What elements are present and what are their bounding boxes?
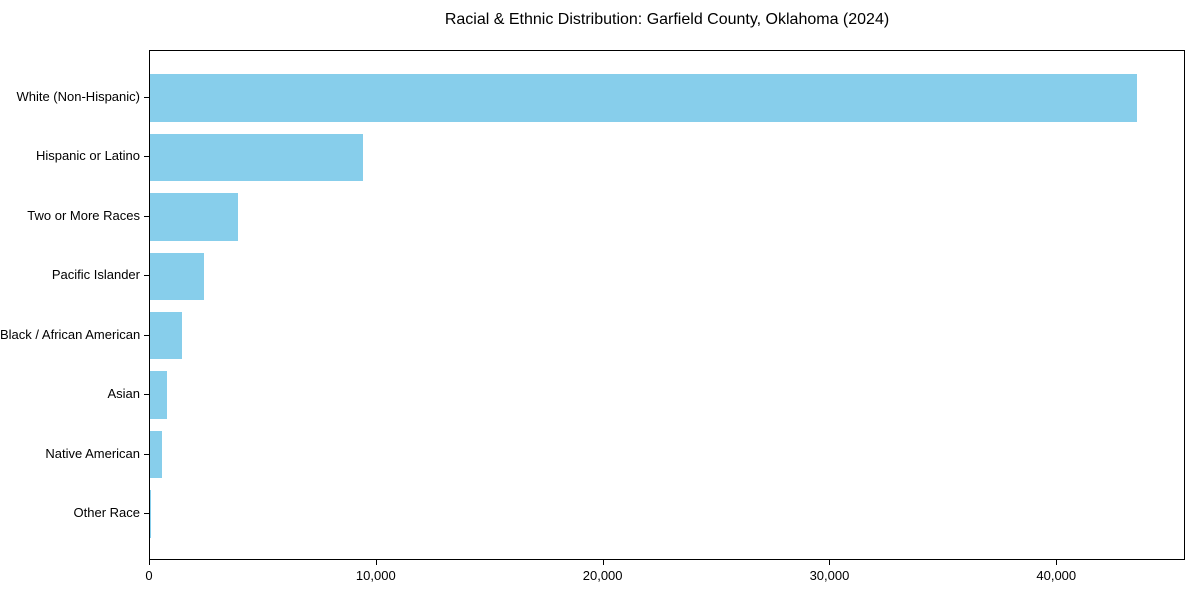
x-tick-label-40-000: 40,000 (1036, 568, 1077, 583)
x-tick-label-10-000: 10,000 (355, 568, 396, 583)
y-tick-mark (144, 215, 149, 217)
bar-pacific-islander (150, 252, 205, 301)
x-tick-mark (829, 560, 831, 565)
y-tick-label-native-american: Native American (45, 445, 140, 461)
y-tick-mark (144, 513, 149, 515)
bar-other-race (150, 490, 151, 538)
x-tick-mark (1056, 560, 1058, 565)
x-tick-label-20-000: 20,000 (582, 568, 623, 583)
bar-native-american (150, 430, 163, 479)
bar-black-african-american (150, 311, 182, 360)
chart-title: Racial & Ethnic Distribution: Garfield C… (444, 11, 890, 28)
y-tick-label-white-non-hispanic: White (Non-Hispanic) (16, 88, 140, 104)
y-tick-mark (144, 96, 149, 98)
y-tick-mark (144, 453, 149, 455)
x-tick-label-30-000: 30,000 (809, 568, 850, 583)
y-tick-mark (144, 156, 149, 158)
y-tick-mark (144, 334, 149, 336)
plot-area (149, 50, 1185, 560)
y-tick-label-pacific-islander: Pacific Islander (51, 267, 140, 283)
x-tick-mark (375, 560, 377, 565)
x-tick-mark (602, 560, 604, 565)
x-tick-mark (149, 560, 150, 565)
y-tick-label-asian: Asian (107, 386, 140, 402)
bar-asian (150, 371, 167, 419)
x-tick-label-0: 0 (145, 568, 153, 583)
y-tick-label-hispanic-or-latino: Hispanic or Latino (35, 148, 140, 164)
bar-two-or-more-races (150, 193, 239, 241)
y-tick-label-two-or-more-races: Two or More Races (27, 207, 140, 223)
y-tick-label-other-race: Other Race (73, 505, 140, 521)
y-tick-label-black-african-american: Black / African American (0, 326, 141, 342)
y-tick-mark (144, 394, 149, 396)
bar-hispanic-or-latino (150, 133, 364, 182)
bar-white-non-hispanic (150, 74, 1137, 122)
y-tick-mark (144, 275, 149, 277)
